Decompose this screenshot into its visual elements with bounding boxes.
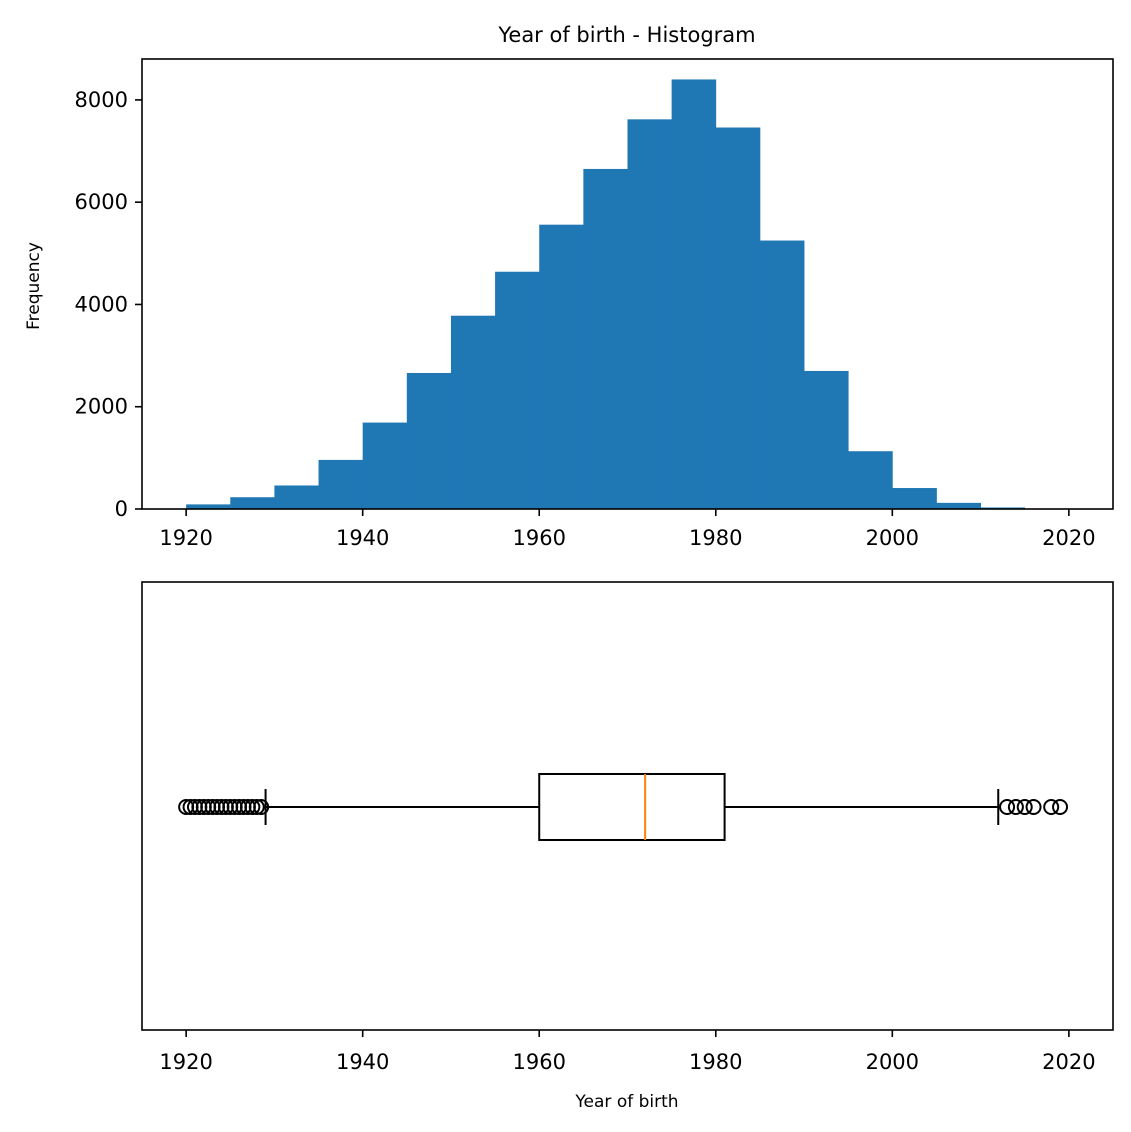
boxplot-outlier-low	[244, 799, 261, 815]
histogram-title: Year of birth - Histogram	[497, 23, 755, 47]
boxplot-elements	[178, 773, 1069, 841]
boxplot-plot-frame	[141, 581, 1114, 1031]
histogram-bar	[715, 127, 761, 509]
histogram-x-tick-label: 2000	[866, 526, 919, 550]
histogram-y-tick-label: 0	[115, 497, 128, 521]
histogram-bar	[406, 372, 452, 509]
boxplot-outlier-high	[1052, 799, 1069, 815]
boxplot-outlier-low	[248, 799, 265, 815]
histogram-x-tick-label: 1960	[513, 526, 566, 550]
boxplot-outlier-high	[1016, 799, 1033, 815]
histogram-bar	[539, 224, 584, 509]
histogram-bar	[362, 422, 408, 509]
boxplot-x-ticks: 1920 1940 1960 1980 2000 2020	[159, 1030, 1096, 1074]
boxplot-x-tick-label: 1920	[159, 1050, 212, 1074]
boxplot-outlier-high	[1025, 799, 1042, 815]
boxplot-outlier-high	[1043, 799, 1060, 815]
histogram-bar	[671, 79, 717, 510]
histogram-bar	[627, 119, 673, 509]
boxplot-outlier-low	[253, 799, 270, 815]
histogram-bar	[186, 504, 231, 509]
histogram-x-ticks: 1920 1940 1960 1980 2000 2020	[159, 509, 1096, 550]
histogram-bar	[936, 502, 981, 509]
histogram-plot-frame	[141, 58, 1114, 510]
boxplot-x-tick-label: 1940	[336, 1050, 389, 1074]
boxplot-x-tick-label: 1980	[689, 1050, 742, 1074]
histogram-bar	[495, 271, 540, 509]
boxplot-panel: 1920 1940 1960 1980 2000 2020 Year of birth	[141, 581, 1114, 1112]
histogram-bar	[583, 168, 628, 509]
histogram-bar	[274, 485, 319, 509]
boxplot-x-tick-label: 1960	[513, 1050, 566, 1074]
histogram-bar	[848, 451, 893, 509]
histogram-bars	[186, 79, 1070, 510]
histogram-bar	[759, 240, 805, 509]
histogram-x-tick-label: 1980	[689, 526, 742, 550]
histogram-x-tick-label: 1940	[336, 526, 389, 550]
histogram-y-tick-label: 6000	[75, 190, 128, 214]
histogram-x-tick-label: 1920	[159, 526, 212, 550]
histogram-y-ticks: 0 2000 4000 6000 8000	[75, 88, 142, 521]
histogram-bar	[804, 370, 849, 509]
boxplot-outlier-high	[1007, 799, 1024, 815]
histogram-bar	[318, 459, 364, 509]
histogram-y-axis-label: Frequency	[24, 242, 44, 330]
histogram-bar	[892, 488, 937, 509]
histogram-panel: Year of birth - Histogram Frequency 1920…	[24, 23, 1114, 550]
histogram-y-tick-label: 4000	[75, 292, 128, 316]
histogram-y-tick-label: 8000	[75, 88, 128, 112]
histogram-y-tick-label: 2000	[75, 395, 128, 419]
boxplot-box	[538, 773, 726, 841]
boxplot-outlier-high	[999, 799, 1016, 815]
boxplot-x-axis-label: Year of birth	[574, 1092, 678, 1112]
boxplot-x-tick-label: 2000	[866, 1050, 919, 1074]
histogram-x-tick-label: 2020	[1042, 526, 1095, 550]
histogram-bar	[230, 497, 275, 509]
boxplot-x-tick-label: 2020	[1042, 1050, 1095, 1074]
histogram-bar	[450, 315, 496, 509]
